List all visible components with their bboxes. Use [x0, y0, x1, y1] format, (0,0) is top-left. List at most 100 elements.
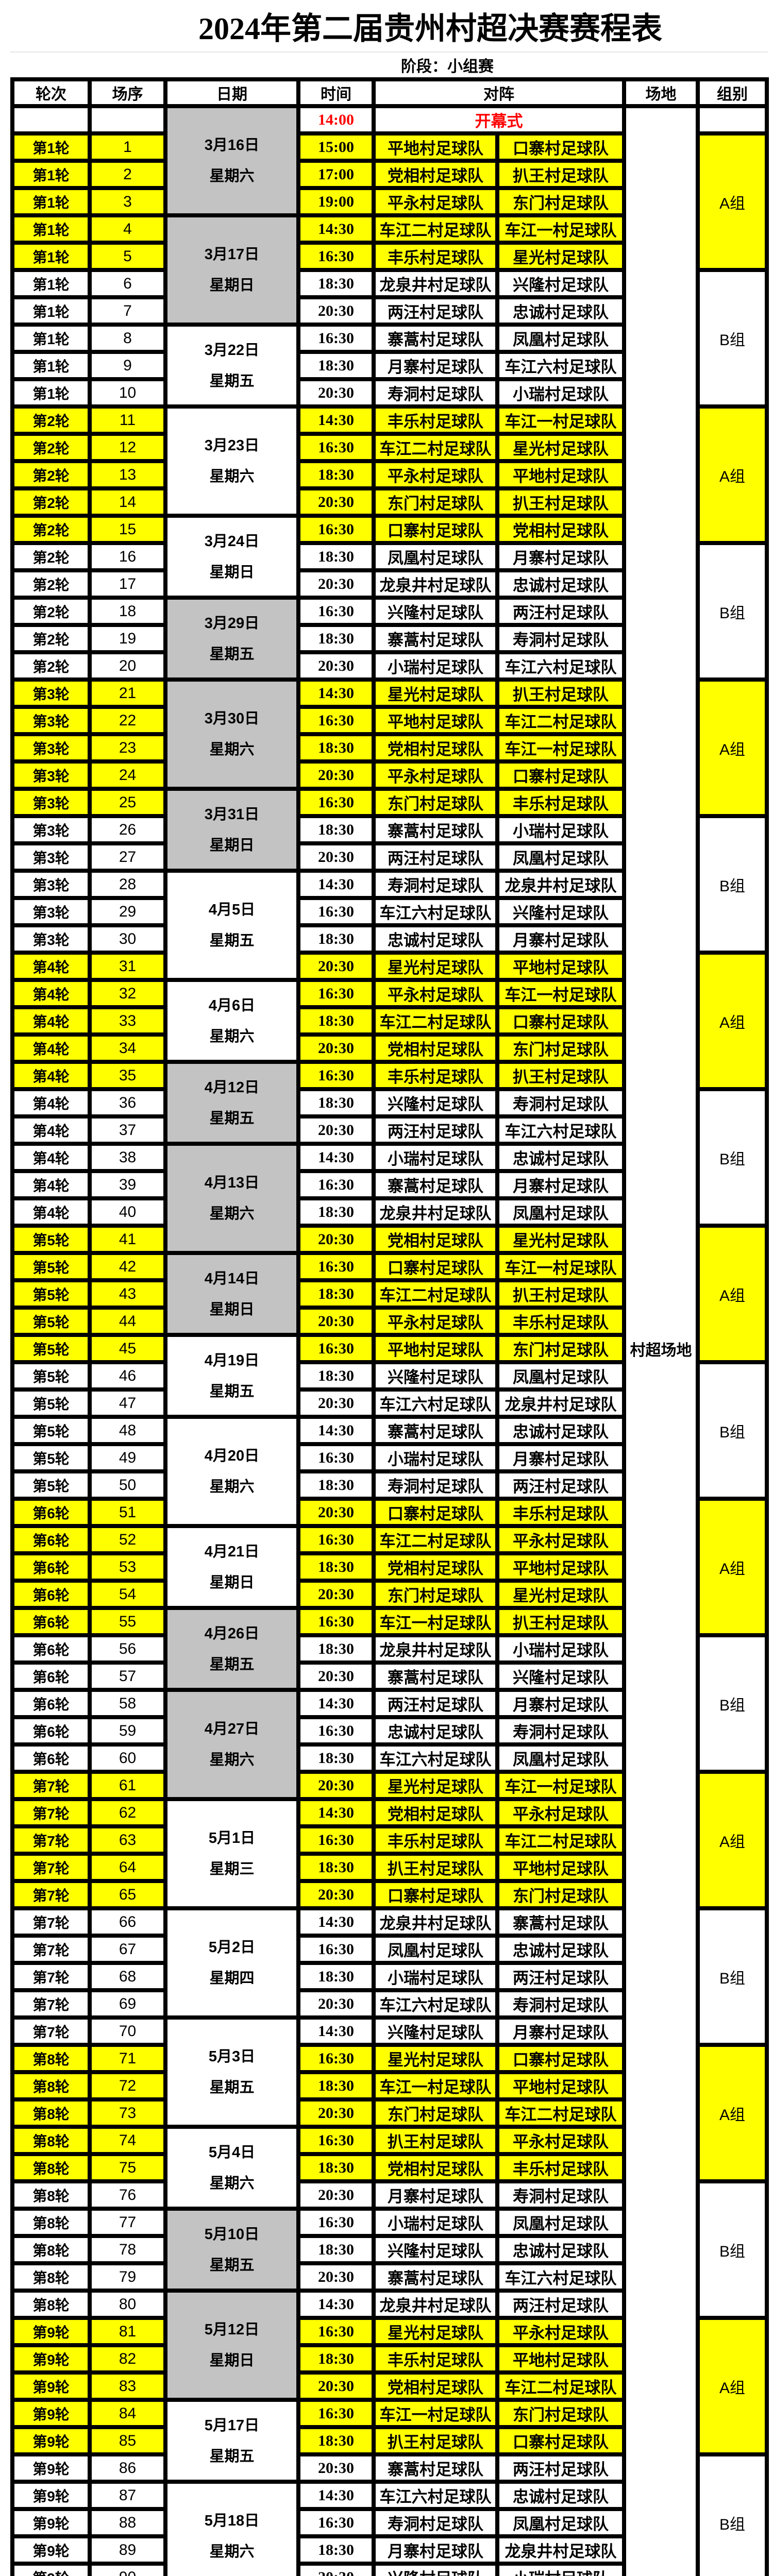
match-row: 第6轮 51 20:30 口寨村足球队 丰乐村足球队 A组: [10, 1497, 769, 1637]
header-date: 日期: [163, 77, 300, 108]
round-cell: 第2轮: [10, 650, 92, 682]
match-row: 第1轮 2 17:00 党相村足球队 扒王村足球队: [10, 159, 767, 190]
match-row: 第1轮 5 16:30 丰乐村足球队 星光村足球队: [10, 241, 767, 272]
away-team-cell: 月寨村足球队: [495, 2015, 626, 2047]
away-team-cell: 忠诚村足球队: [495, 1415, 626, 1446]
match-row: 第1轮 1 15:00 平地村足球队 口寨村足球队 A组: [10, 131, 769, 272]
match-no-cell: 64: [88, 1852, 167, 1883]
away-team-cell: 寿洞村足球队: [495, 623, 626, 654]
home-team-cell: 车江六村足球队: [372, 1988, 499, 2020]
weekday-text: 星期六: [209, 2544, 255, 2560]
away-team-cell: 龙泉井村足球队: [495, 2534, 626, 2566]
home-team-cell: 平永村足球队: [372, 759, 499, 791]
away-team-cell: 凤凰村足球队: [495, 1360, 626, 1392]
match-no-cell: 25: [88, 787, 167, 818]
away-team-cell: 星光村足球队: [495, 432, 626, 463]
round-cell: 第6轮: [10, 1524, 92, 1555]
match-no-cell: 84: [88, 2398, 167, 2429]
match-no-cell: 28: [88, 869, 167, 900]
time-cell: 14:30: [296, 213, 376, 245]
match-no-cell: 49: [88, 1442, 167, 1473]
weekday-text: 星期六: [209, 2175, 255, 2192]
home-team-cell: 平永村足球队: [372, 978, 499, 1009]
time-cell: 16:30: [296, 2043, 376, 2074]
home-team-cell: 丰乐村足球队: [372, 241, 499, 272]
time-cell: 16:30: [296, 896, 376, 927]
match-no-cell: 68: [88, 1961, 167, 1992]
match-row: 第9轮 82 18:30 丰乐村足球队 平地村足球队: [10, 2343, 767, 2375]
round-cell: 第7轮: [10, 1824, 92, 1856]
away-team-cell: 口寨村足球队: [495, 131, 626, 163]
match-no-cell: 55: [88, 1606, 167, 1637]
home-team-cell: 党相村足球队: [372, 1032, 499, 1064]
away-team-cell: 平地村足球队: [495, 1551, 626, 1583]
match-row: 第7轮 64 18:30 扒王村足球队 平地村足球队: [10, 1852, 767, 1883]
time-cell: 16:30: [296, 1715, 376, 1747]
date-cell: 4月21日 星期日: [163, 1524, 300, 1610]
weekday-text: 星期五: [209, 646, 255, 663]
round-cell: 第6轮: [10, 1551, 92, 1583]
date-text: 4月21日: [204, 1543, 260, 1560]
round-cell: 第8轮: [10, 2289, 92, 2320]
match-no-cell: 10: [88, 377, 167, 409]
match-row: 第7轮 68 18:30 小瑞村足球队 两汪村足球队: [10, 1961, 767, 1992]
match-row: 第8轮 72 18:30 车江一村足球队 平地村足球队: [10, 2070, 767, 2102]
match-row: 第1轮 8 3月22日 星期五 16:30 寨蒿村足球队 凤凰村足球队: [10, 323, 767, 409]
match-row: 第1轮 6 18:30 龙泉井村足球队 兴隆村足球队 B组: [10, 268, 769, 409]
match-row: 第6轮 52 4月21日 星期日 16:30 车江二村足球队 平永村足球队: [10, 1524, 767, 1610]
home-team-cell: 龙泉井村足球队: [372, 1906, 499, 1938]
home-team-cell: 口寨村足球队: [372, 1497, 499, 1528]
date-text: 4月14日: [204, 1270, 260, 1287]
date-text: 3月23日: [204, 437, 260, 454]
away-team-cell: 凤凰村足球队: [495, 1742, 626, 1774]
group-cell: B组: [696, 1360, 769, 1501]
time-cell: 18:30: [296, 1551, 376, 1583]
table: 轮次 场序 日期 时间 对阵 场地 组别 3月16日 星期六 14:00 开幕式 村超场地 第1轮 1 15…: [10, 77, 769, 2576]
away-team-cell: 龙泉井村足球队: [495, 1387, 626, 1419]
match-no-cell: 59: [88, 1715, 167, 1747]
match-row: 第5轮 41 20:30 党相村足球队 星光村足球队 A组: [10, 1224, 769, 1364]
date-cell: 4月27日 星期六: [163, 1688, 300, 1801]
home-team-cell: 凤凰村足球队: [372, 541, 499, 572]
weekday-text: 星期六: [209, 1752, 255, 1768]
match-row: 第2轮 14 20:30 东门村足球队 扒王村足球队: [10, 486, 767, 518]
round-cell: 第3轮: [10, 677, 92, 709]
time-cell: 16:30: [296, 514, 376, 545]
group-cell: A组: [696, 404, 769, 545]
time-cell: 18:30: [296, 2343, 376, 2375]
away-team-cell: 平永村足球队: [495, 2125, 626, 2156]
home-team-cell: 凤凰村足球队: [372, 1934, 499, 1965]
match-no-cell: 41: [88, 1224, 167, 1255]
home-team-cell: 党相村足球队: [372, 2152, 499, 2183]
match-row: 第7轮 62 5月1日 星期三 14:30 党相村足球队 平永村足球队: [10, 1797, 767, 1910]
match-no-cell: 76: [88, 2179, 167, 2211]
match-row: 第8轮 76 20:30 月寨村足球队 寿洞村足球队 B组: [10, 2179, 769, 2320]
match-no-cell: 19: [88, 623, 167, 654]
match-row: 第7轮 67 16:30 凤凰村足球队 忠诚村足球队: [10, 1934, 767, 1965]
time-cell: 20:30: [296, 759, 376, 791]
date-cell: 4月19日 星期五: [163, 1333, 300, 1419]
group-cell: A组: [696, 1497, 769, 1637]
away-team-cell: 东门村足球队: [495, 186, 626, 217]
home-team-cell: 丰乐村足球队: [372, 1060, 499, 1091]
round-cell: 第2轮: [10, 541, 92, 572]
round-cell: 第7轮: [10, 1770, 92, 1801]
away-team-cell: 龙泉井村足球队: [495, 869, 626, 900]
home-team-cell: 兴隆村足球队: [372, 1360, 499, 1392]
match-row: 第5轮 49 16:30 小瑞村足球队 月寨村足球队: [10, 1442, 767, 1473]
date-cell: 3月16日 星期六: [163, 104, 300, 217]
home-team-cell: 平地村足球队: [372, 131, 499, 163]
home-team-cell: 车江六村足球队: [372, 1387, 499, 1419]
round-cell: 第4轮: [10, 1196, 92, 1228]
match-row: 第1轮 10 20:30 寿洞村足球队 小瑞村足球队: [10, 377, 767, 409]
match-row: 第3轮 21 3月30日 星期六 14:30 星光村足球队 扒王村足球队 A组: [10, 677, 769, 818]
match-row: 第6轮 60 18:30 车江六村足球队 凤凰村足球队: [10, 1742, 767, 1774]
away-team-cell: 扒王村足球队: [495, 1606, 626, 1637]
time-cell: 16:30: [296, 241, 376, 272]
home-team-cell: 兴隆村足球队: [372, 2562, 499, 2576]
round-cell: 第8轮: [10, 2234, 92, 2265]
away-team-cell: 车江二村足球队: [495, 2370, 626, 2402]
group-cell: A组: [696, 1770, 769, 1910]
away-team-cell: 寨蒿村足球队: [495, 1906, 626, 1938]
time-cell: 14:30: [296, 1415, 376, 1446]
